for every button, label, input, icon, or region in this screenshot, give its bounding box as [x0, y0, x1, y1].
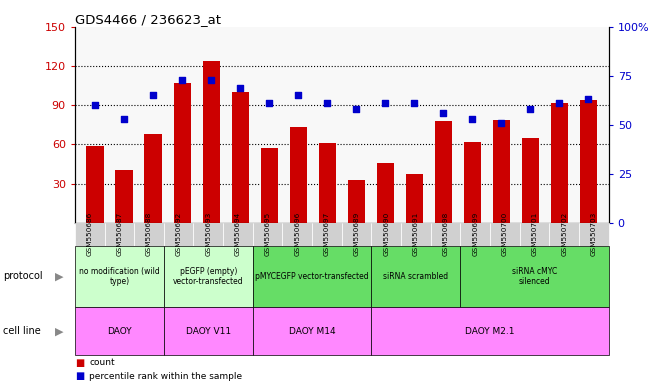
Text: ▶: ▶ — [55, 271, 64, 281]
Text: GDS4466 / 236623_at: GDS4466 / 236623_at — [75, 13, 221, 26]
Text: count: count — [89, 358, 115, 367]
Point — [583, 96, 594, 103]
Text: GSM550689: GSM550689 — [353, 212, 359, 257]
Point — [467, 116, 478, 122]
Text: GSM550692: GSM550692 — [176, 212, 182, 257]
Bar — [435, 121, 452, 223]
Text: ■: ■ — [75, 358, 84, 368]
Point — [554, 100, 564, 106]
Text: pMYCEGFP vector-transfected: pMYCEGFP vector-transfected — [255, 272, 369, 281]
Bar — [260, 148, 278, 223]
Point — [380, 100, 391, 106]
Point — [177, 77, 187, 83]
Text: DAOY: DAOY — [107, 327, 132, 336]
Point — [525, 106, 536, 112]
Text: GSM550703: GSM550703 — [591, 212, 597, 257]
Text: GSM550694: GSM550694 — [235, 212, 241, 257]
Text: GSM550698: GSM550698 — [443, 212, 449, 257]
Text: GSM550701: GSM550701 — [532, 212, 538, 257]
Text: GSM550696: GSM550696 — [294, 212, 300, 257]
Point — [119, 116, 130, 122]
Text: GSM550695: GSM550695 — [265, 212, 271, 257]
Text: cell line: cell line — [3, 326, 41, 336]
Bar — [464, 142, 481, 223]
Bar — [115, 170, 133, 223]
Text: pEGFP (empty)
vector-transfected: pEGFP (empty) vector-transfected — [173, 267, 243, 286]
Point — [293, 92, 303, 98]
Point — [90, 102, 100, 108]
Point — [235, 84, 245, 91]
Bar — [87, 146, 104, 223]
Point — [496, 120, 506, 126]
Bar — [318, 143, 336, 223]
Bar — [521, 138, 539, 223]
Bar — [551, 103, 568, 223]
Point — [206, 77, 216, 83]
Text: GSM550702: GSM550702 — [561, 212, 567, 257]
Text: ■: ■ — [75, 371, 84, 381]
Text: siRNA scrambled: siRNA scrambled — [383, 272, 449, 281]
Text: GSM550697: GSM550697 — [324, 212, 330, 257]
Point — [409, 100, 419, 106]
Text: GSM550686: GSM550686 — [87, 212, 92, 257]
Text: ▶: ▶ — [55, 326, 64, 336]
Text: percentile rank within the sample: percentile rank within the sample — [89, 372, 242, 381]
Point — [322, 100, 333, 106]
Text: DAOY M14: DAOY M14 — [289, 327, 335, 336]
Text: DAOY M2.1: DAOY M2.1 — [465, 327, 515, 336]
Bar — [232, 92, 249, 223]
Point — [264, 100, 275, 106]
Text: protocol: protocol — [3, 271, 43, 281]
Bar — [376, 163, 394, 223]
Text: GSM550690: GSM550690 — [383, 212, 389, 257]
Point — [148, 92, 158, 98]
Text: GSM550687: GSM550687 — [117, 212, 122, 257]
Text: GSM550700: GSM550700 — [502, 212, 508, 257]
Text: siRNA cMYC
silenced: siRNA cMYC silenced — [512, 267, 557, 286]
Bar — [493, 119, 510, 223]
Text: GSM550691: GSM550691 — [413, 212, 419, 257]
Bar — [579, 100, 597, 223]
Text: no modification (wild
type): no modification (wild type) — [79, 267, 159, 286]
Bar — [202, 61, 220, 223]
Text: GSM550693: GSM550693 — [205, 212, 212, 257]
Text: GSM550688: GSM550688 — [146, 212, 152, 257]
Text: GSM550699: GSM550699 — [472, 212, 478, 257]
Bar — [290, 127, 307, 223]
Bar — [174, 83, 191, 223]
Bar — [145, 134, 162, 223]
Text: DAOY V11: DAOY V11 — [186, 327, 231, 336]
Bar — [406, 174, 423, 223]
Point — [438, 110, 449, 116]
Point — [351, 106, 361, 112]
Bar — [348, 180, 365, 223]
